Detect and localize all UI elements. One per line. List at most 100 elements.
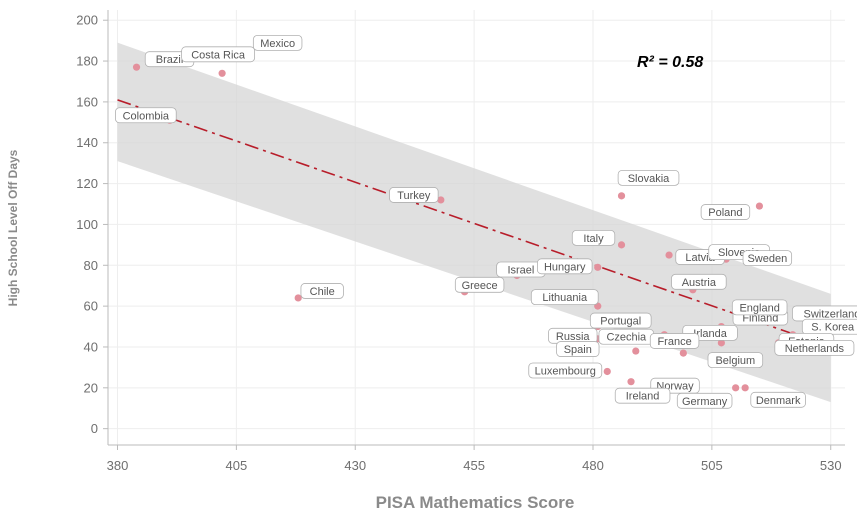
label-box xyxy=(676,392,733,409)
label-sweden: Sweden xyxy=(742,250,793,267)
label-luxembourg: Luxembourg xyxy=(528,362,603,379)
label-text: Slovakia xyxy=(628,173,670,185)
label-poland: Poland xyxy=(700,204,751,220)
point-chile xyxy=(294,294,302,302)
label-text: France xyxy=(657,336,691,348)
point-luxembourg xyxy=(603,367,611,376)
y-tick-label: 160 xyxy=(76,94,98,109)
label-lithuania: Lithuania xyxy=(530,289,599,306)
x-tick-label: 530 xyxy=(820,458,842,473)
label-box xyxy=(181,46,256,63)
label-text: Lithuania xyxy=(542,292,588,304)
point-poland xyxy=(755,202,764,210)
label-brazil: Brazil xyxy=(144,51,195,68)
label-box xyxy=(617,169,680,186)
point-turkey xyxy=(437,196,445,204)
label-russia: Russia xyxy=(548,327,598,344)
point-latvia xyxy=(665,251,673,259)
point-spain xyxy=(632,347,640,355)
label-switzerland: Switzerland xyxy=(792,305,857,322)
point-germany xyxy=(732,384,740,392)
y-tick-label: 100 xyxy=(76,217,98,232)
label-box xyxy=(571,229,616,246)
label-ireland: Ireland xyxy=(614,387,671,404)
label-text: Hungary xyxy=(544,261,586,273)
label-mexico: Mexico xyxy=(252,34,303,51)
label-text: Israel xyxy=(507,264,534,276)
label-box xyxy=(707,352,764,368)
point-hungary xyxy=(594,263,602,271)
y-tick-label: 0 xyxy=(91,421,98,436)
label-portugal: Portugal xyxy=(589,312,652,329)
label-box xyxy=(731,299,788,316)
label-italy: Italy xyxy=(571,229,616,246)
label-text: Greece xyxy=(462,280,498,292)
label-france: France xyxy=(649,333,700,349)
label-box xyxy=(742,250,793,267)
label-box xyxy=(300,283,344,299)
label-germany: Germany xyxy=(676,392,733,409)
label-denmark: Denmark xyxy=(750,391,806,408)
label-hungary: Hungary xyxy=(536,258,593,275)
point-costa-rica xyxy=(218,69,226,77)
confidence-band-layer xyxy=(117,42,831,403)
label-netherlands: Netherlands xyxy=(774,339,855,356)
label-text: S. Korea xyxy=(811,322,855,334)
label-text: Turkey xyxy=(397,190,431,202)
label-irlanda: Irlanda xyxy=(682,324,738,341)
label-box xyxy=(536,258,593,275)
r-squared-annotation: R² = 0.58 xyxy=(637,54,703,71)
point-norway xyxy=(627,378,635,386)
y-tick-label: 140 xyxy=(76,135,98,150)
point-belgium xyxy=(679,349,687,357)
point-slovakia xyxy=(617,192,626,200)
y-axis-title: High School Level Off Days xyxy=(6,149,20,306)
label-text: Ireland xyxy=(626,391,660,403)
label-box xyxy=(530,289,599,306)
label-text: Finland xyxy=(742,313,778,325)
y-tick-label: 80 xyxy=(84,258,98,273)
point-brazil xyxy=(132,63,141,71)
label-text: Austria xyxy=(682,277,717,289)
label-chile: Chile xyxy=(300,283,344,299)
y-tick-label: 120 xyxy=(76,176,98,191)
label-text: Czechia xyxy=(606,332,647,344)
x-tick-label: 380 xyxy=(107,458,129,473)
label-slovakia: Slovakia xyxy=(617,169,680,186)
label-box xyxy=(252,34,303,51)
label-austria: Austria xyxy=(671,273,727,290)
label-text: Brazil xyxy=(156,54,184,66)
x-tick-label: 505 xyxy=(701,458,723,473)
label-costa-rica: Costa Rica xyxy=(181,46,256,63)
y-tick-label: 180 xyxy=(76,54,98,69)
label-box xyxy=(115,107,177,124)
label-israel: Israel xyxy=(496,261,546,278)
label-text: Spain xyxy=(564,344,592,356)
label-text: Belgium xyxy=(715,355,755,367)
label-text: Colombia xyxy=(123,110,170,122)
label-box xyxy=(649,333,700,349)
label-text: Irlanda xyxy=(693,328,728,340)
label-box xyxy=(614,387,671,404)
label-box xyxy=(589,312,652,329)
axes: 0 20 40 60 80 100 120 140 160 180 200 380 405 430 455 4… xyxy=(76,10,845,473)
label-text: Denmark xyxy=(756,395,801,407)
label-czechia: Czechia xyxy=(598,328,655,345)
label-box xyxy=(556,341,600,357)
label-text: Chile xyxy=(310,286,335,298)
label-box xyxy=(671,273,727,290)
label-text: Netherlands xyxy=(785,343,845,355)
label-box xyxy=(389,187,439,203)
point-labels-layer: Brazil Mexico Costa Rica Colombia Chile Turke… xyxy=(115,34,857,409)
confidence-band xyxy=(117,42,831,403)
label-text: Poland xyxy=(708,207,742,219)
y-tick-label: 40 xyxy=(84,339,98,354)
y-tick-label: 60 xyxy=(84,299,98,314)
label-text: Switzerland xyxy=(804,308,857,320)
label-text: Russia xyxy=(556,331,591,343)
trend-line xyxy=(117,99,831,348)
trend-line-layer xyxy=(117,99,831,348)
label-greece: Greece xyxy=(454,276,505,293)
y-tick-label: 20 xyxy=(84,380,98,395)
